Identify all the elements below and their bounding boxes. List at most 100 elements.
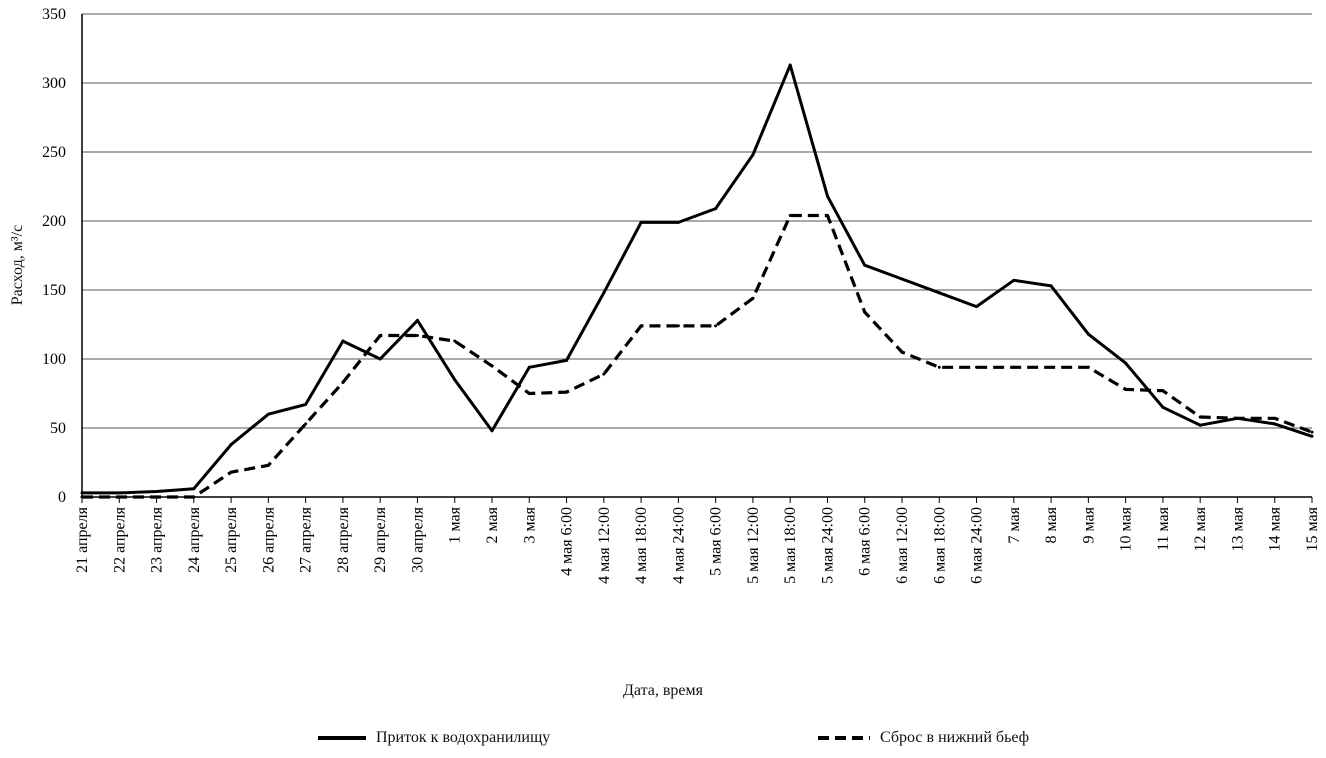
- data-point: [751, 153, 755, 157]
- data-point: [565, 390, 569, 394]
- y-axis-title: Расход, м³/с: [9, 224, 26, 306]
- data-point: [378, 334, 382, 338]
- legend-label-inflow: Приток к водохранилищу: [376, 729, 551, 746]
- y-tick-label: 200: [42, 213, 66, 230]
- x-tick-labels: 21 апреля 22 апреля 23 апреля 24 апреля 25 а…: [74, 506, 1321, 584]
- gridlines: [82, 13, 1312, 429]
- data-point: [117, 495, 121, 499]
- y-tick-label: 100: [42, 351, 66, 368]
- x-tick-label: 6 мая 24:00: [969, 507, 986, 584]
- data-point: [639, 324, 643, 328]
- data-point: [229, 470, 233, 474]
- data-point: [937, 365, 941, 369]
- x-tick-label: 5 мая 6:00: [708, 507, 725, 576]
- series-line-inflow: [82, 63, 1313, 495]
- data-point: [453, 378, 457, 382]
- data-point: [527, 365, 531, 369]
- x-tick-label: 24 апреля: [186, 506, 203, 573]
- x-tick-label: 22 апреля: [111, 506, 128, 573]
- data-point: [1235, 416, 1239, 420]
- data-point: [304, 403, 308, 407]
- data-point: [1273, 422, 1277, 426]
- data-point: [825, 194, 829, 198]
- x-tick-label: 14 мая: [1267, 506, 1284, 551]
- data-point: [602, 372, 606, 376]
- data-point: [117, 491, 121, 495]
- data-point: [1198, 423, 1202, 427]
- x-tick-label: 11 мая: [1155, 506, 1172, 551]
- data-point: [825, 213, 829, 217]
- data-point: [1049, 365, 1053, 369]
- series-lines: [80, 63, 1314, 499]
- data-point: [639, 220, 643, 224]
- data-point: [378, 357, 382, 361]
- x-tick-label: 6 мая 12:00: [894, 507, 911, 584]
- data-point: [1049, 284, 1053, 288]
- data-point: [415, 334, 419, 338]
- x-tick-label: 4 мая 12:00: [596, 507, 613, 584]
- x-axis-title: Дата, время: [622, 682, 704, 699]
- x-tick-label: 25 апреля: [223, 506, 240, 573]
- data-point: [415, 318, 419, 322]
- y-tick-label: 350: [42, 6, 66, 23]
- data-point: [1161, 389, 1165, 393]
- x-tick-label: 4 мая 24:00: [670, 507, 687, 584]
- x-tick-label: 23 апреля: [149, 506, 166, 573]
- data-point: [1198, 415, 1202, 419]
- x-tick-label: 1 мая: [447, 506, 464, 543]
- data-point: [863, 310, 867, 314]
- data-point: [900, 277, 904, 281]
- data-point: [788, 213, 792, 217]
- x-tick-label: 5 мая 24:00: [819, 507, 836, 584]
- x-tick-label: 28 апреля: [335, 506, 352, 573]
- axes: [81, 14, 1313, 503]
- x-tick-label: 10 мая: [1118, 506, 1135, 551]
- x-tick-label: 26 апреля: [260, 506, 277, 573]
- series-line-discharge: [82, 213, 1313, 499]
- data-point: [937, 291, 941, 295]
- data-point: [527, 392, 531, 395]
- x-tick-label: 30 апреля: [409, 506, 426, 573]
- x-tick-label: 15 мая: [1304, 506, 1321, 551]
- x-tick-label: 7 мая: [1006, 506, 1023, 543]
- data-point: [863, 263, 867, 267]
- y-tick-label: 250: [42, 144, 66, 161]
- data-point: [751, 296, 755, 300]
- data-point: [1310, 434, 1314, 438]
- legend-item-discharge: Сброс в нижний бьеф: [818, 729, 1029, 747]
- data-point: [453, 339, 457, 343]
- data-point: [714, 324, 718, 328]
- x-tick-label: 12 мая: [1192, 506, 1209, 551]
- data-point: [80, 495, 84, 499]
- data-point: [1273, 416, 1277, 420]
- legend-label-discharge: Сброс в нижний бьеф: [880, 729, 1030, 746]
- data-point: [1124, 361, 1128, 365]
- x-tick-label: 4 мая 18:00: [633, 507, 650, 584]
- x-tick-label: 13 мая: [1229, 506, 1246, 551]
- data-point: [192, 487, 196, 491]
- x-tick-label: 3 мая: [521, 506, 538, 543]
- data-point: [975, 305, 979, 309]
- y-tick-labels: 0 50 100 150 200 250 300 350: [42, 6, 66, 506]
- x-tick-label: 5 мая 12:00: [745, 507, 762, 584]
- legend-swatch-solid: [318, 736, 366, 740]
- y-tick-label: 150: [42, 282, 66, 299]
- data-point: [1086, 365, 1090, 369]
- data-point: [341, 380, 345, 384]
- data-point: [714, 207, 718, 211]
- data-point: [490, 429, 494, 433]
- y-tick-label: 300: [42, 75, 66, 92]
- x-tick-label: 27 апреля: [298, 506, 315, 573]
- data-point: [229, 443, 233, 447]
- x-tick-label: 2 мая: [484, 506, 501, 543]
- x-tick-label: 6 мая 6:00: [857, 507, 874, 576]
- data-point: [155, 495, 159, 499]
- y-tick-label: 50: [50, 420, 66, 437]
- data-point: [676, 220, 680, 224]
- data-point: [676, 324, 680, 328]
- data-point: [192, 495, 196, 499]
- data-point: [900, 350, 904, 354]
- x-tick-label: 5 мая 18:00: [782, 507, 799, 584]
- x-tick-label: 29 апреля: [372, 506, 389, 573]
